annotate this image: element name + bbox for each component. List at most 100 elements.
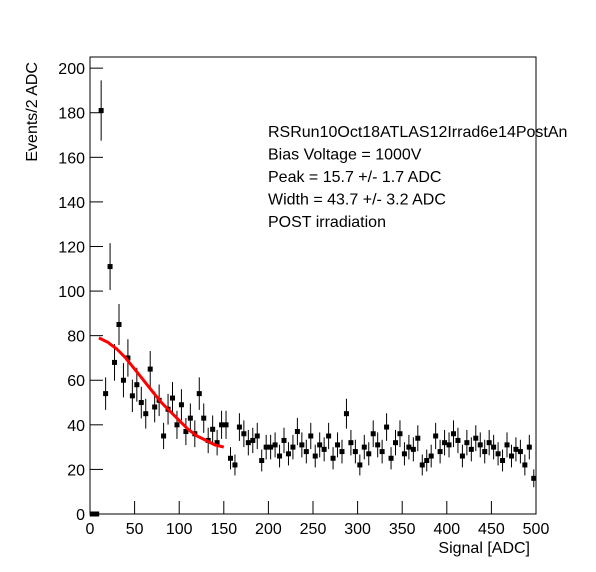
x-tick-label: 500: [523, 521, 550, 538]
data-point: [272, 442, 278, 448]
data-point: [152, 404, 158, 410]
data-point: [308, 433, 314, 439]
data-point: [442, 440, 448, 446]
data-point: [317, 442, 323, 448]
data-point: [491, 444, 497, 450]
annotation: Width = 43.7 +/- 3.2 ADC: [268, 192, 446, 209]
y-tick-label: 100: [58, 284, 85, 301]
data-point: [508, 453, 514, 459]
data-point: [223, 422, 229, 428]
data-point: [366, 451, 372, 457]
data-point: [236, 424, 242, 430]
x-tick-label: 50: [126, 521, 144, 538]
fit-curve: [98, 336, 225, 449]
data-point: [379, 449, 385, 455]
data-point: [482, 449, 488, 455]
data-point: [330, 455, 336, 461]
data-point: [522, 462, 528, 468]
x-tick-label: 200: [255, 521, 282, 538]
data-point: [232, 462, 238, 468]
data-point: [517, 449, 523, 455]
x-tick-label: 300: [344, 521, 371, 538]
data-point: [178, 402, 184, 408]
data-point: [406, 444, 412, 450]
data-point: [513, 446, 519, 452]
data-point: [450, 431, 456, 437]
data-point: [107, 264, 113, 270]
data-point: [187, 415, 193, 421]
data-point: [335, 442, 341, 448]
data-point: [388, 455, 394, 461]
data-point: [357, 462, 363, 468]
data-point: [401, 451, 407, 457]
x-tick-label: 0: [86, 521, 95, 538]
data-point: [343, 411, 349, 417]
data-point: [504, 442, 510, 448]
data-point: [250, 437, 256, 443]
data-point: [294, 429, 300, 435]
data-point: [263, 444, 269, 450]
data-point: [464, 440, 470, 446]
data-point: [196, 391, 202, 397]
data-point: [268, 444, 274, 450]
data-point: [129, 393, 135, 399]
data-point: [125, 355, 131, 361]
data-point: [147, 366, 153, 372]
data-point: [245, 440, 251, 446]
data-point: [120, 377, 126, 383]
data-point: [348, 440, 354, 446]
data-point: [500, 457, 506, 463]
data-point: [214, 440, 220, 446]
data-point: [361, 444, 367, 450]
data-point: [103, 391, 109, 397]
annotation: POST irradiation: [268, 214, 386, 231]
data-point: [352, 449, 358, 455]
x-tick-label: 400: [433, 521, 460, 538]
data-point: [281, 437, 287, 443]
x-tick-label: 100: [166, 521, 193, 538]
data-point: [161, 433, 167, 439]
data-point: [112, 359, 118, 365]
data-point: [254, 433, 260, 439]
y-tick-label: 0: [76, 507, 85, 524]
data-point: [241, 431, 247, 437]
data-point: [174, 422, 180, 428]
data-point: [98, 108, 104, 114]
data-point: [210, 426, 216, 432]
data-point: [495, 451, 501, 457]
y-tick-label: 200: [58, 61, 85, 78]
x-axis-label: Signal [ADC]: [438, 540, 530, 557]
data-point: [339, 449, 345, 455]
data-point: [201, 415, 207, 421]
x-tick-label: 450: [478, 521, 505, 538]
y-tick-label: 60: [67, 373, 85, 390]
data-point: [299, 442, 305, 448]
y-tick-label: 180: [58, 106, 85, 123]
data-point: [183, 429, 189, 435]
data-point: [303, 449, 309, 455]
data-point: [424, 457, 430, 463]
x-tick-label: 250: [300, 521, 327, 538]
annotation: Peak = 15.7 +/- 1.7 ADC: [268, 169, 441, 186]
data-point: [312, 453, 318, 459]
data-point: [428, 453, 434, 459]
y-tick-label: 20: [67, 462, 85, 479]
y-tick-label: 120: [58, 239, 85, 256]
data-point: [455, 437, 461, 443]
data-point: [415, 435, 421, 441]
data-point: [393, 440, 399, 446]
y-tick-label: 40: [67, 418, 85, 435]
data-point: [531, 475, 537, 481]
data-point: [397, 431, 403, 437]
data-point: [94, 511, 100, 517]
data-point: [419, 462, 425, 468]
data-point: [89, 511, 95, 517]
data-point: [170, 395, 176, 401]
data-point: [138, 400, 144, 406]
data-point: [116, 322, 122, 328]
data-point: [433, 433, 439, 439]
data-point: [446, 442, 452, 448]
data-point: [370, 431, 376, 437]
data-point: [219, 422, 225, 428]
